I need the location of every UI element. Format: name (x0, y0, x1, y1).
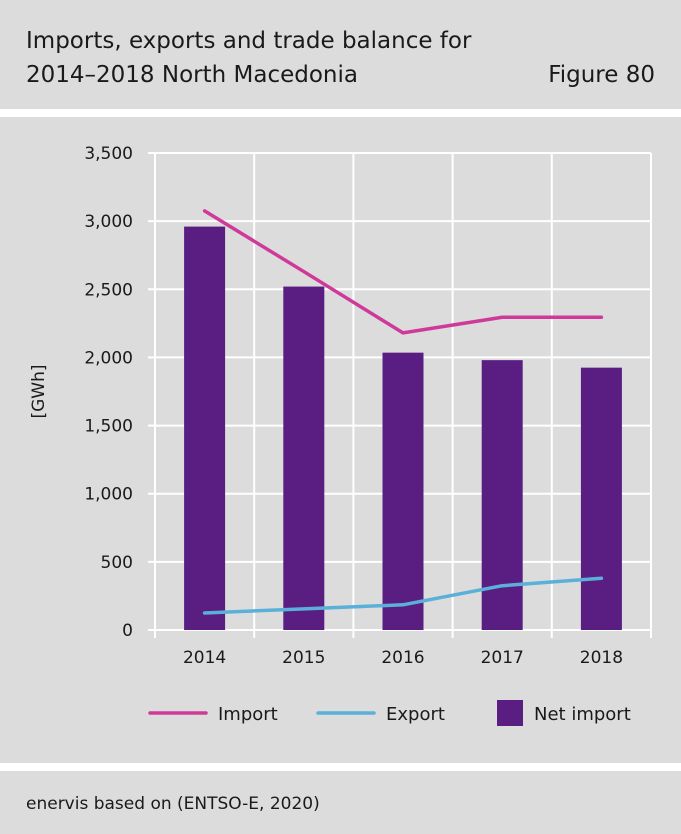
chart-title: Imports, exports and trade balance for 2… (26, 24, 471, 92)
y-tick-label: 3,000 (84, 212, 133, 232)
y-tick-label: 500 (101, 553, 133, 573)
source-note: enervis based on (ENTSO-E, 2020) (26, 794, 320, 814)
bar-net-import (580, 367, 622, 630)
line-export (202, 576, 604, 615)
y-tick-label: 0 (122, 621, 133, 641)
legend-label-import: Import (218, 704, 278, 725)
chart-svg: 0 500 1,000 1,500 2,000 2,500 3,000 3,500 [GWh] 2… (29, 144, 652, 726)
legend-swatch-net-import (497, 700, 523, 726)
legend-label-export: Export (386, 704, 445, 725)
x-tick-label: 2016 (381, 648, 424, 668)
footer: enervis based on (ENTSO-E, 2020) (0, 771, 681, 834)
figure-number: Figure 80 (548, 62, 655, 88)
y-tick-label: 1,500 (84, 417, 133, 437)
x-tick-label: 2014 (183, 648, 226, 668)
x-tick-label: 2015 (282, 648, 325, 668)
x-tick-label: 2017 (481, 648, 524, 668)
chart-title-line2: 2014–2018 North Macedonia (26, 62, 358, 88)
chart-title-line1: Imports, exports and trade balance for (26, 28, 472, 54)
legend-label-net-import: Net import (534, 704, 631, 725)
y-tick-label: 3,500 (84, 144, 133, 164)
chart-panel: 0 500 1,000 1,500 2,000 2,500 3,000 3,500 [GWh] 2… (0, 117, 681, 763)
x-tick-label: 2018 (580, 648, 623, 668)
bar-net-import (184, 226, 226, 630)
y-axis-label: [GWh] (29, 364, 49, 418)
y-tick-label: 2,000 (84, 348, 133, 368)
bar-net-import (382, 352, 424, 630)
y-tick-label: 2,500 (84, 280, 133, 300)
y-tick-label: 1,000 (84, 485, 133, 505)
bar-net-import (283, 286, 325, 630)
header: Imports, exports and trade balance for 2… (0, 0, 681, 109)
line-import (202, 209, 604, 335)
